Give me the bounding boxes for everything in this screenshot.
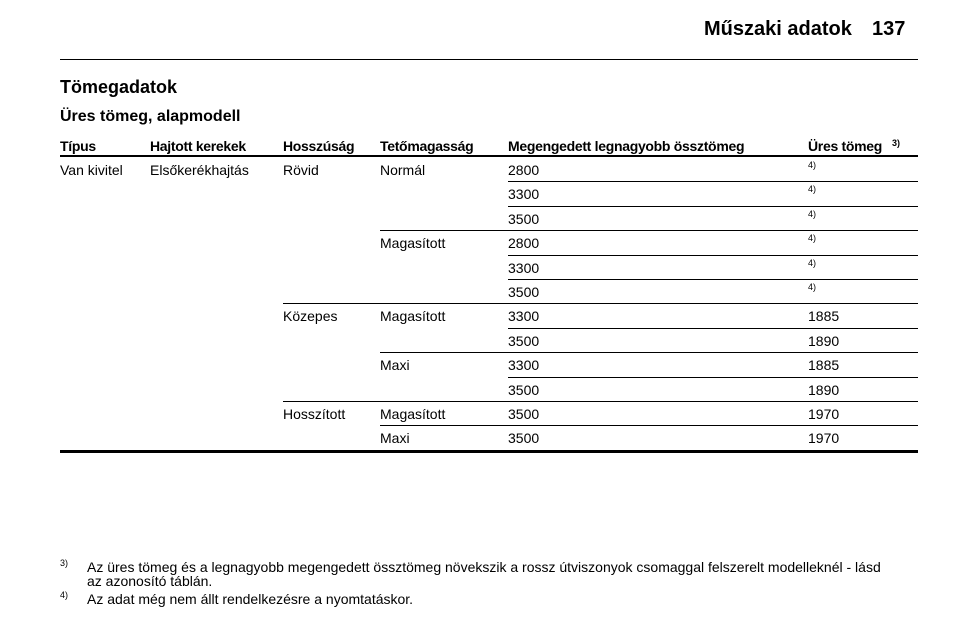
cell: 1885 bbox=[808, 357, 840, 374]
cell: 3500 bbox=[508, 284, 540, 300]
cell-note: 4) bbox=[808, 233, 817, 244]
column-header: Hajtott kerekek bbox=[150, 138, 246, 154]
cell: Maxi bbox=[380, 357, 410, 374]
footnote-mark: 3) bbox=[60, 558, 69, 568]
cell: 3500 bbox=[508, 406, 540, 422]
footnote-text: Az adat még nem állt rendelkezésre a nyo… bbox=[87, 591, 414, 607]
cell: 3500 bbox=[508, 430, 540, 447]
footnote-text: Az üres tömeg és a legnagyobb megengedet… bbox=[87, 559, 881, 589]
cell: 3500 bbox=[508, 332, 540, 349]
row-rule bbox=[508, 279, 918, 280]
cell: 3300 bbox=[508, 308, 540, 325]
column-note: 3) bbox=[892, 138, 901, 148]
cell: 3500 bbox=[508, 210, 540, 227]
header-rule bbox=[60, 155, 918, 157]
cell: 1970 bbox=[808, 406, 840, 422]
row-rule bbox=[508, 376, 918, 378]
row-rule bbox=[508, 181, 918, 183]
column-header: Üres tömeg bbox=[808, 138, 883, 154]
cell: 3500 bbox=[508, 381, 540, 398]
cell-note: 4) bbox=[808, 208, 817, 219]
table-bottom-rule bbox=[60, 449, 918, 453]
cell: Elsőkerékhajtás bbox=[150, 162, 249, 178]
subsection-title: Üres tömeg, alapmodell bbox=[60, 108, 241, 125]
cell: 1890 bbox=[808, 381, 840, 398]
cell: 3300 bbox=[508, 186, 540, 203]
cell: Van kivitel bbox=[60, 162, 123, 178]
cell: 1970 bbox=[808, 430, 840, 447]
cell: 3300 bbox=[508, 357, 540, 374]
row-rule bbox=[380, 425, 918, 427]
cell: Magasított bbox=[380, 235, 446, 252]
page-number: 137 bbox=[872, 18, 906, 40]
column-header: Tetőmagasság bbox=[380, 138, 474, 154]
row-rule bbox=[508, 205, 918, 207]
header-rule bbox=[60, 59, 918, 60]
cell-note: 4) bbox=[808, 257, 817, 268]
cell: Magasított bbox=[380, 308, 446, 325]
row-rule bbox=[508, 327, 918, 329]
row-rule bbox=[380, 230, 918, 232]
cell: 1890 bbox=[808, 332, 840, 349]
cell: 1885 bbox=[808, 308, 840, 325]
row-rule bbox=[380, 352, 918, 354]
cell-note: 4) bbox=[808, 184, 817, 195]
cell: Magasított bbox=[380, 406, 446, 422]
column-header: Megengedett legnagyobb össztömeg bbox=[508, 138, 745, 154]
cell-note: 4) bbox=[808, 160, 817, 170]
cell-note: 4) bbox=[808, 282, 817, 292]
cell: Rövid bbox=[283, 162, 319, 178]
cell: 2800 bbox=[508, 162, 540, 178]
section-title: Tömegadatok bbox=[60, 77, 178, 97]
cell: Normál bbox=[380, 162, 426, 178]
row-rule bbox=[283, 401, 918, 402]
row-rule bbox=[283, 303, 918, 305]
cell: Hosszított bbox=[283, 406, 346, 422]
row-rule bbox=[508, 254, 918, 256]
footnote-mark: 4) bbox=[60, 590, 69, 600]
column-header: Típus bbox=[60, 138, 96, 154]
cell: 3300 bbox=[508, 259, 540, 276]
cell: Maxi bbox=[380, 430, 410, 447]
cell: 2800 bbox=[508, 235, 540, 252]
cell: Közepes bbox=[283, 308, 338, 325]
column-header: Hosszúság bbox=[283, 138, 355, 154]
header-title: Műszaki adatok bbox=[704, 18, 852, 40]
